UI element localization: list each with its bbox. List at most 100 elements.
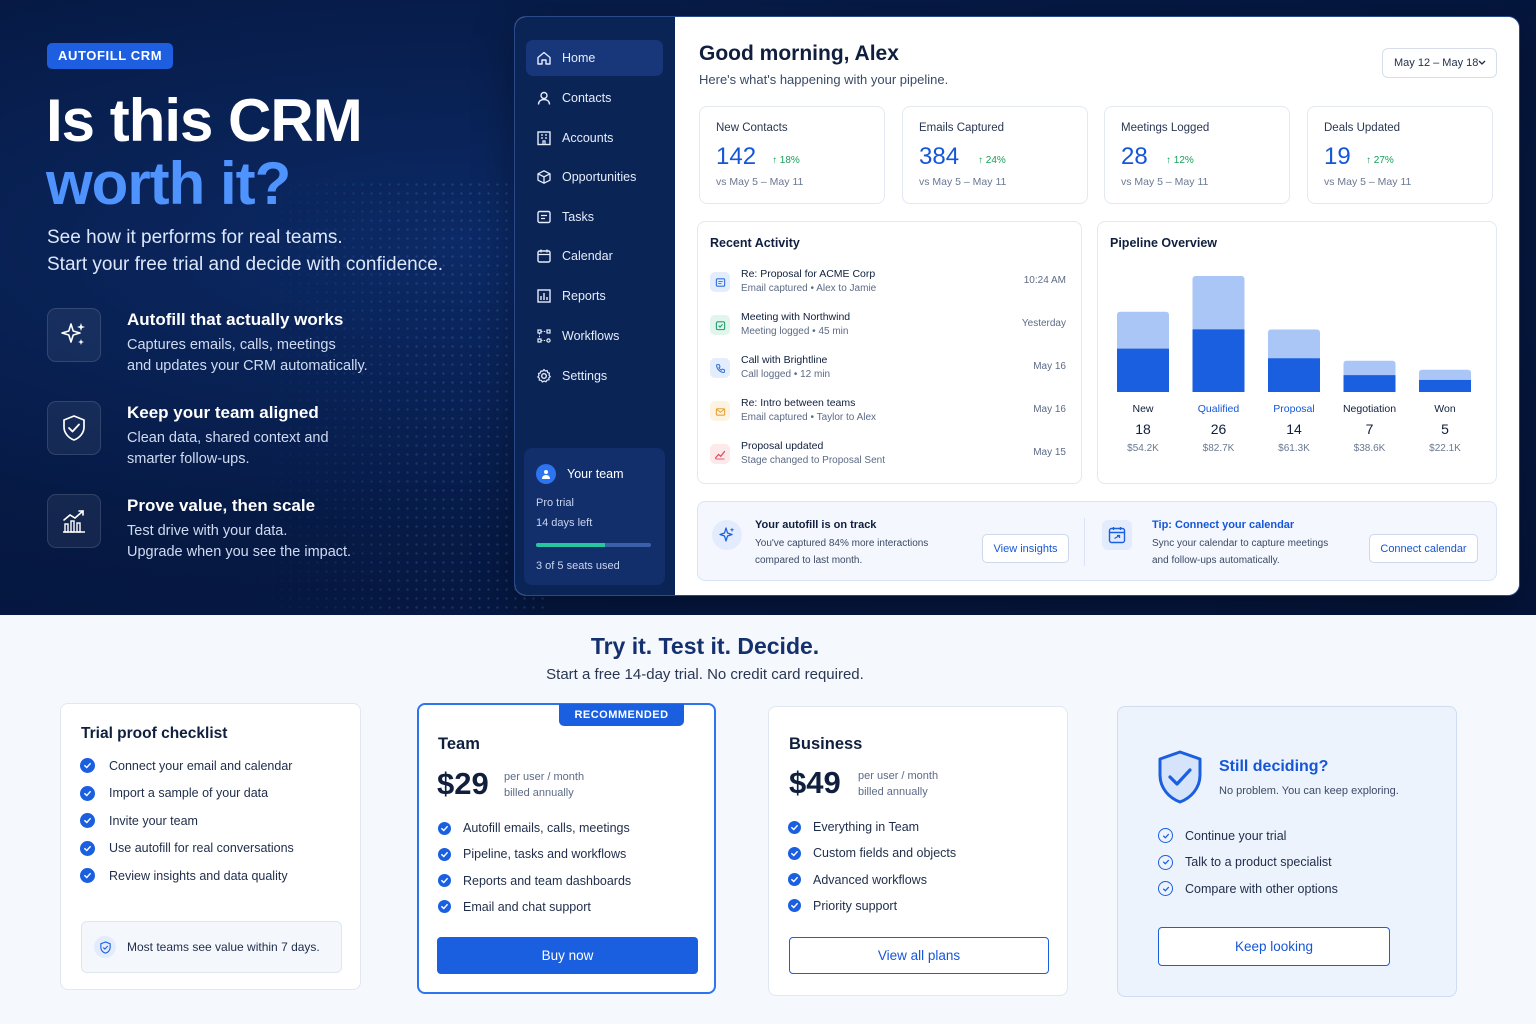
pipeline-stage-count: 14 <box>1286 421 1302 437</box>
check-outline-icon <box>1158 854 1173 870</box>
hero-title: Is this CRM <box>46 87 363 154</box>
plan-feature: Email and chat support <box>438 900 591 914</box>
activity-time: Yesterday <box>1021 318 1066 329</box>
feature-desc: Clean data, shared context and smarter fo… <box>127 430 329 467</box>
task-icon <box>537 210 551 224</box>
pipeline-bar-won <box>1419 379 1471 392</box>
activity-time: 10:24 AM <box>1023 275 1066 286</box>
deciding-option: Compare with other options <box>1158 881 1338 897</box>
sidebar-item-contacts[interactable]: Contacts <box>526 80 663 116</box>
view-insights-button[interactable]: View insights <box>982 534 1069 563</box>
team-plan: Pro trial <box>536 497 574 509</box>
stat-card-deals-updated[interactable]: Deals Updated 19 ↑ 27% vs May 5 – May 11 <box>1307 106 1493 204</box>
trial-checklist-card: Trial proof checklist Connect your email… <box>60 703 361 990</box>
sidebar: Home Contacts Accounts Opportunities Tas… <box>515 17 675 595</box>
check-circle-icon <box>80 758 95 773</box>
sidebar-item-home[interactable]: Home <box>526 40 663 76</box>
stat-card-new-contacts[interactable]: New Contacts 142 ↑ 18% vs May 5 – May 11 <box>699 106 885 204</box>
email-icon <box>710 272 730 292</box>
stat-label: Deals Updated <box>1324 122 1401 134</box>
stat-value: 142 <box>716 143 757 170</box>
activity-item[interactable]: Re: Intro between teams Email captured • … <box>710 397 1066 433</box>
pipeline-bar-negotiation <box>1343 375 1396 392</box>
home-icon <box>537 51 551 65</box>
sidebar-item-label: Calendar <box>562 249 613 263</box>
trial-days-left: 14 days left <box>536 517 593 529</box>
sidebar-item-workflows[interactable]: Workflows <box>526 318 663 354</box>
plan-feature: Priority support <box>788 899 897 913</box>
team-card[interactable]: Your team Pro trial 14 days left 3 of 5 … <box>524 448 665 585</box>
pipeline-bar-top-qualified <box>1192 276 1245 332</box>
activity-item[interactable]: Re: Proposal for ACME Corp Email captured… <box>710 268 1066 304</box>
activity-time: May 15 <box>1033 447 1066 458</box>
recommended-badge: RECOMMENDED <box>559 704 684 726</box>
feature-autofill: Autofill that actually works Captures em… <box>47 308 467 374</box>
sidebar-item-label: Tasks <box>562 210 594 224</box>
team-avatar-icon <box>536 464 556 484</box>
connect-calendar-button[interactable]: Connect calendar <box>1369 534 1478 563</box>
checklist-item: Invite your team <box>80 813 198 829</box>
pipeline-stage-amount: $22.1K <box>1429 443 1461 454</box>
plan-name: Business <box>789 735 863 753</box>
brand-badge: AUTOFILL CRM <box>47 43 174 69</box>
seats-used: 3 of 5 seats used <box>536 560 620 572</box>
activity-time: May 16 <box>1033 361 1066 372</box>
sparkle-icon <box>47 308 101 362</box>
deciding-option: Continue your trial <box>1158 828 1286 843</box>
stat-label: Meetings Logged <box>1121 122 1210 134</box>
activity-item[interactable]: Call with Brightline Call logged • 12 min… <box>710 354 1066 390</box>
check-circle-icon <box>788 846 801 860</box>
pipeline-stage-amount: $54.2K <box>1127 443 1159 454</box>
checklist-item: Use autofill for real conversations <box>80 840 294 856</box>
check-circle-icon <box>80 868 95 884</box>
reports-icon <box>537 289 551 303</box>
sidebar-item-tasks[interactable]: Tasks <box>526 199 663 235</box>
crm-app-window: Home Contacts Accounts Opportunities Tas… <box>514 16 1520 596</box>
activity-item[interactable]: Proposal updated Stage changed to Proposa… <box>710 440 1066 476</box>
seats-progress-fill <box>536 543 605 547</box>
chart-growth-icon <box>47 494 101 548</box>
sidebar-item-reports[interactable]: Reports <box>526 278 663 314</box>
keep-looking-button[interactable]: Keep looking <box>1158 927 1390 966</box>
activity-title: Re: Intro between teams <box>741 397 856 409</box>
stat-value: 384 <box>919 143 960 170</box>
pipeline-stage-label: Proposal <box>1273 403 1315 415</box>
activity-item[interactable]: Meeting with Northwind Meeting logged • 4… <box>710 311 1066 347</box>
sidebar-item-label: Home <box>562 51 596 65</box>
pipeline-stage-label: Qualified <box>1197 403 1240 415</box>
check-circle-icon <box>80 813 95 829</box>
buy-now-button[interactable]: Buy now <box>437 937 698 974</box>
team-title: Your team <box>567 467 624 481</box>
pipeline-overview-panel: Pipeline Overview New 18 $54.2K Qualified 26… <box>1097 221 1497 484</box>
activity-desc: Meeting logged • 45 min <box>741 326 849 337</box>
team-plan-card: RECOMMENDED Team $29 per user / month bil… <box>417 703 716 994</box>
tip-desc: You've captured 84% more interactions com… <box>755 538 929 566</box>
feature-scale: Prove value, then scale Test drive with … <box>47 494 467 560</box>
stat-card-emails-captured[interactable]: Emails Captured 384 ↑ 24% vs May 5 – May… <box>902 106 1088 204</box>
stat-compare: vs May 5 – May 11 <box>919 176 1007 188</box>
view-all-plans-button[interactable]: View all plans <box>789 937 1049 974</box>
stat-card-meetings-logged[interactable]: Meetings Logged 28 ↑ 12% vs May 5 – May … <box>1104 106 1290 204</box>
section-subtitle: Start a free 14-day trial. No credit car… <box>546 666 864 683</box>
plan-feature: Everything in Team <box>788 820 919 834</box>
date-range-select[interactable]: May 12 – May 18 <box>1382 48 1497 78</box>
activity-title: Call with Brightline <box>741 354 828 366</box>
calendar-sync-icon <box>1102 520 1132 550</box>
still-deciding-card: Still deciding? No problem. You can keep… <box>1117 706 1457 997</box>
check-outline-icon <box>1158 881 1173 897</box>
building-icon <box>537 131 551 146</box>
seats-progress <box>536 543 651 547</box>
pipeline-bar-top-negotiation <box>1343 360 1396 378</box>
sidebar-item-accounts[interactable]: Accounts <box>526 120 663 156</box>
sidebar-item-settings[interactable]: Settings <box>526 358 663 394</box>
check-circle-icon <box>438 821 451 835</box>
greeting-subtitle: Here's what's happening with your pipeli… <box>699 72 949 87</box>
plan-feature: Autofill emails, calls, meetings <box>438 821 630 835</box>
chevron-down-icon <box>1478 60 1486 65</box>
plan-billing: per user / month billed annually <box>504 771 585 799</box>
sidebar-item-opportunities[interactable]: Opportunities <box>526 159 663 195</box>
proof-note-text: Most teams see value within 7 days. <box>127 940 320 954</box>
section-title: Try it. Test it. Decide. <box>590 633 820 659</box>
sidebar-item-calendar[interactable]: Calendar <box>526 238 663 274</box>
pipeline-stage-amount: $82.7K <box>1202 443 1235 454</box>
